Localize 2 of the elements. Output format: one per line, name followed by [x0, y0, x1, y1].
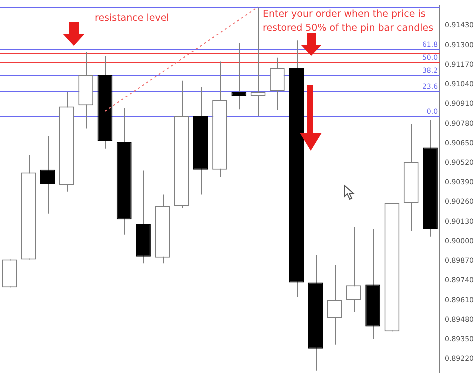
- annotation: Enter your order when the price is restored 50% of the pin bar candles: [263, 9, 434, 34]
- annotation: resistance level: [95, 13, 170, 24]
